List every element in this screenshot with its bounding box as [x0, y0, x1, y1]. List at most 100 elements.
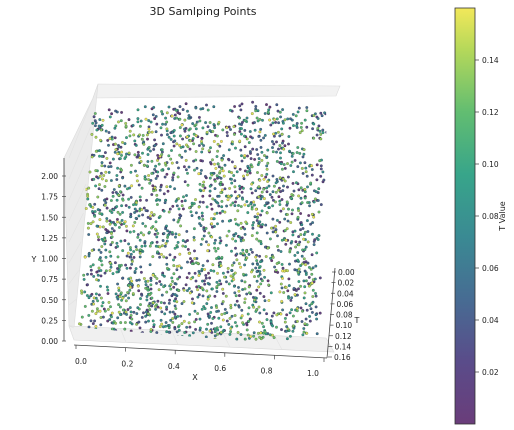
scatter-point [260, 321, 264, 325]
scatter-point [219, 180, 223, 184]
scatter-point [135, 312, 139, 316]
scatter-point [205, 327, 208, 331]
scatter-point [279, 209, 283, 213]
scatter-point [144, 224, 147, 228]
scatter-point [223, 187, 227, 191]
t-tick-label: 0.16 [334, 353, 351, 362]
scatter-point [164, 321, 168, 324]
scatter-point [179, 314, 183, 318]
scatter-point [155, 277, 159, 280]
scatter-point [198, 188, 202, 192]
scatter-point [260, 158, 264, 162]
scatter-point [271, 174, 275, 178]
scatter-point [215, 310, 219, 313]
scatter-point [273, 265, 277, 269]
scatter-point [280, 262, 284, 266]
scatter-point [296, 146, 300, 149]
scatter-point [144, 283, 148, 287]
colorbar-tick-label: 0.04 [482, 316, 499, 325]
scatter-point [239, 226, 243, 230]
colorbar-tick-label: 0.14 [482, 56, 499, 65]
scatter-point [83, 304, 87, 308]
scatter-point [237, 204, 240, 207]
scatter-point [303, 230, 307, 234]
scatter-point [100, 164, 104, 168]
scatter-point [263, 204, 267, 207]
scatter-point [113, 142, 117, 146]
scatter-point [266, 246, 270, 250]
scatter-point [243, 203, 247, 207]
scatter-point [264, 175, 268, 179]
scatter-point [252, 221, 255, 224]
scatter-point [270, 226, 273, 230]
scatter-point [297, 267, 301, 271]
scatter-point [227, 219, 231, 223]
scatter-point [197, 274, 201, 277]
scatter-point [275, 218, 279, 222]
scatter-point [301, 227, 305, 230]
scatter-point [310, 272, 314, 276]
scatter-point [208, 176, 212, 180]
scatter-point [92, 302, 96, 306]
scatter-point [99, 128, 103, 132]
scatter-point [310, 310, 314, 314]
scatter-point [206, 281, 210, 285]
scatter-point [121, 249, 125, 253]
scatter-point [265, 156, 269, 160]
scatter-point [141, 151, 144, 155]
scatter-point [195, 166, 199, 170]
scatter-point [114, 321, 118, 325]
scatter-point [273, 118, 276, 121]
scatter-point [258, 117, 262, 121]
scatter-point [159, 126, 163, 130]
scatter-point [285, 213, 289, 216]
scatter-point [220, 199, 224, 203]
scatter-point [153, 232, 157, 236]
scatter-point [258, 270, 262, 273]
scatter-point [210, 235, 214, 239]
scatter-point [178, 105, 182, 109]
scatter-point [289, 298, 293, 302]
scatter-point [119, 263, 123, 267]
scatter-point [224, 243, 228, 247]
scatter-point [215, 280, 219, 284]
scatter-point [153, 117, 157, 121]
scatter-point [315, 178, 319, 182]
scatter-point [89, 268, 93, 272]
scatter-point [134, 216, 138, 220]
scatter-point [132, 255, 136, 259]
scatter-point [205, 130, 209, 134]
scatter-point [199, 224, 203, 228]
scatter-point [225, 130, 229, 134]
colorbar-label: T Value [498, 201, 507, 231]
scatter-point [275, 159, 279, 163]
scatter-point [322, 178, 326, 182]
scatter-point [158, 214, 162, 218]
scatter-point [225, 134, 229, 138]
scatter-point [234, 239, 238, 243]
scatter-point [136, 233, 140, 236]
scatter-point [172, 218, 176, 222]
scatter-point [213, 162, 216, 166]
scatter-point [115, 217, 119, 221]
scatter-point [185, 143, 188, 147]
scatter-point [92, 115, 96, 119]
scatter-point [155, 235, 159, 239]
scatter-point [233, 291, 237, 295]
scatter-point [270, 140, 274, 143]
scatter-point [126, 308, 130, 311]
scatter-point [230, 177, 233, 181]
scatter-point [148, 181, 152, 185]
scatter-point [271, 324, 275, 328]
scatter-point [155, 331, 159, 335]
scatter-point [289, 196, 293, 200]
scatter-point [247, 252, 251, 256]
scatter-point [314, 264, 318, 268]
scatter-point [114, 148, 118, 151]
scatter-point [200, 136, 204, 140]
scatter-point [155, 240, 159, 244]
scatter-point [265, 312, 269, 316]
scatter-point [251, 147, 255, 151]
scatter-point [162, 255, 166, 259]
scatter-point [229, 128, 232, 131]
